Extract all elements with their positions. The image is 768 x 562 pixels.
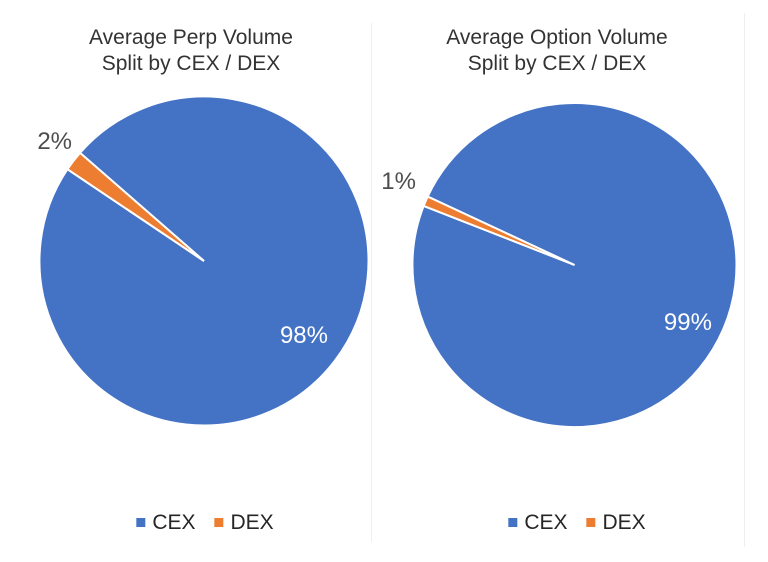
option-chart-title-line1: Average Option Volume	[446, 26, 668, 49]
left-chart-frame-border	[371, 23, 372, 542]
perp-chart-title-line1: Average Perp Volume	[89, 26, 293, 49]
legend-label-cex: CEX	[152, 511, 196, 534]
option-chart-legend: CEX DEX	[508, 511, 646, 534]
legend-item-dex: DEX	[214, 511, 274, 534]
perp-chart-title: Average Perp Volume Split by CEX / DEX	[89, 25, 293, 77]
cex-color-swatch	[508, 518, 518, 527]
perp-chart-legend: CEX DEX	[136, 511, 274, 534]
option-chart-title: Average Option Volume Split by CEX / DEX	[446, 25, 667, 77]
perp-chart-title-line2: Split by CEX / DEX	[101, 52, 281, 75]
dex-color-swatch	[586, 518, 596, 527]
right-chart-frame-border	[744, 13, 745, 547]
option-dex-data-label: 1%	[381, 168, 416, 196]
legend-item-cex: CEX	[508, 511, 568, 534]
legend-label-cex: CEX	[524, 511, 568, 534]
legend-item-cex: CEX	[136, 511, 196, 534]
perp-cex-data-label: 98%	[279, 322, 328, 350]
legend-label-dex: DEX	[602, 511, 646, 534]
perp-dex-data-label: 2%	[37, 128, 72, 156]
legend-label-dex: DEX	[230, 511, 274, 534]
legend-item-dex: DEX	[586, 511, 646, 534]
pie-slice-dex	[422, 195, 575, 266]
dex-color-swatch	[214, 518, 224, 527]
pie-slice-dex	[66, 151, 205, 262]
option-cex-data-label: 99%	[663, 308, 712, 336]
cex-color-swatch	[136, 518, 146, 527]
option-chart-title-line2: Split by CEX / DEX	[467, 52, 647, 75]
